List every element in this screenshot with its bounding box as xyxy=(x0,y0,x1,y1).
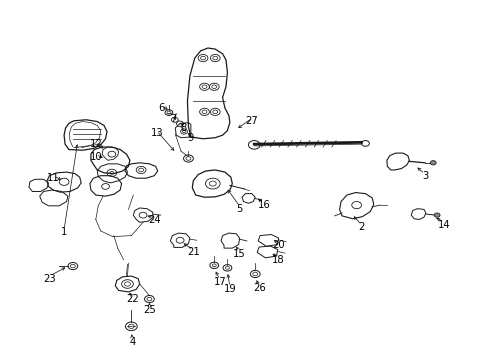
Text: 5: 5 xyxy=(236,204,243,214)
Text: 18: 18 xyxy=(272,255,285,265)
Text: 14: 14 xyxy=(437,220,450,230)
Text: 27: 27 xyxy=(245,116,258,126)
Text: 10: 10 xyxy=(89,152,102,162)
Text: 20: 20 xyxy=(272,240,285,250)
Text: 7: 7 xyxy=(170,114,177,124)
Text: 11: 11 xyxy=(47,173,60,183)
Text: 12: 12 xyxy=(89,139,102,149)
Circle shape xyxy=(433,213,439,217)
Text: 16: 16 xyxy=(257,200,270,210)
Text: 22: 22 xyxy=(126,294,139,304)
Circle shape xyxy=(429,161,435,165)
Text: 25: 25 xyxy=(143,305,156,315)
Text: 21: 21 xyxy=(186,247,199,257)
Text: 15: 15 xyxy=(233,248,245,258)
Text: 17: 17 xyxy=(213,277,226,287)
Text: 23: 23 xyxy=(43,274,56,284)
Text: 24: 24 xyxy=(148,215,160,225)
Text: 26: 26 xyxy=(252,283,265,293)
Text: 2: 2 xyxy=(358,222,364,232)
Text: 13: 13 xyxy=(150,129,163,138)
Text: 3: 3 xyxy=(421,171,427,181)
Text: 19: 19 xyxy=(223,284,236,294)
Text: 6: 6 xyxy=(158,103,164,113)
Text: 9: 9 xyxy=(187,133,194,143)
Text: 8: 8 xyxy=(180,123,186,133)
Text: 1: 1 xyxy=(61,227,67,237)
Text: 4: 4 xyxy=(129,337,135,347)
